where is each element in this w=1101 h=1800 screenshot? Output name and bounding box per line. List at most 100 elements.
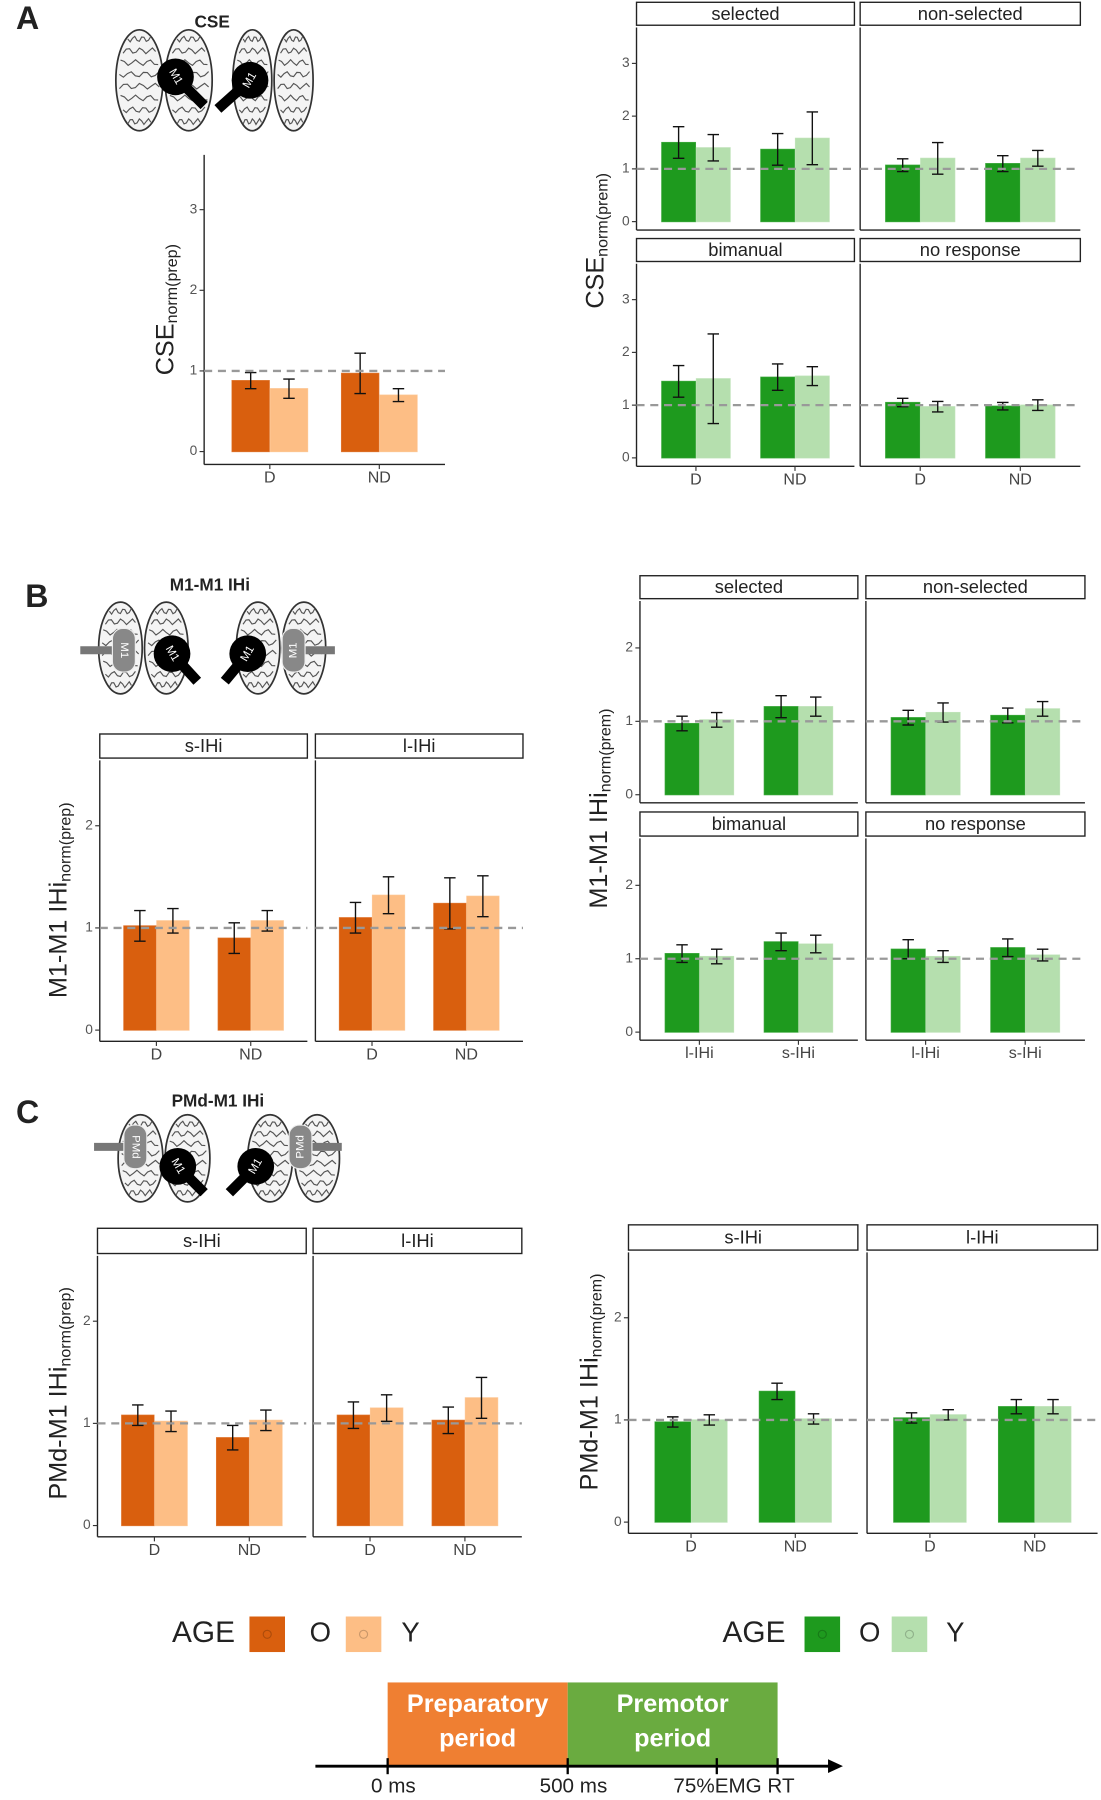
legend-key-dot: [262, 1629, 272, 1639]
facet-title: s-IHi: [183, 1230, 221, 1251]
bar: [699, 719, 735, 796]
bar: [379, 394, 418, 453]
coil: [159, 1148, 197, 1185]
legend-label: O: [310, 1617, 331, 1648]
error-bar: [810, 696, 822, 717]
y-tick-label: 1: [614, 1412, 622, 1427]
legend-key: [249, 1616, 286, 1653]
timeline-period-label: period: [634, 1724, 711, 1752]
bar: [929, 1414, 967, 1523]
side-coil-label: M1: [288, 642, 300, 658]
y-tick-label: 2: [614, 1309, 622, 1324]
bar: [154, 1420, 188, 1527]
x-tick-label: D: [914, 470, 926, 488]
error-bar: [1010, 1398, 1023, 1415]
x-tick-label: s-IHi: [1009, 1044, 1042, 1062]
y-tick-label: 1: [622, 397, 630, 412]
facet-title: bimanual: [708, 239, 782, 260]
coil: [237, 1148, 275, 1185]
gyrus: [172, 106, 206, 114]
error-bar: [380, 1394, 393, 1423]
panel-letter: A: [16, 0, 39, 36]
error-bar: [475, 1376, 488, 1419]
y-axis-label-main: PMd-M1 IHi: [44, 1367, 72, 1500]
x-tick-label: D: [364, 1541, 376, 1559]
gyrus: [169, 1139, 206, 1148]
facet-title: l-IHi: [401, 1230, 434, 1251]
y-tick-label: 1: [83, 1415, 91, 1430]
coil: [231, 61, 269, 99]
x-tick-label: D: [685, 1537, 697, 1555]
x-tick-label: ND: [453, 1541, 476, 1559]
bar: [990, 947, 1026, 1033]
y-axis-label-main: M1-M1 IHi: [44, 882, 72, 998]
bar: [250, 920, 284, 1031]
error-bar: [354, 352, 366, 395]
error-bar: [477, 875, 489, 918]
error-bar: [902, 709, 914, 726]
gyrus: [119, 71, 160, 78]
facet-strip: [314, 733, 524, 759]
timeline-period: [567, 1682, 778, 1767]
bar: [249, 1419, 283, 1527]
error-bar: [672, 125, 685, 160]
gyrus: [280, 106, 308, 114]
gyrus: [305, 1120, 330, 1128]
hemisphere: [114, 28, 164, 132]
gyrus: [277, 82, 310, 90]
bar: [123, 925, 157, 1031]
gyrus: [171, 1130, 204, 1138]
facet-title: bimanual: [712, 813, 786, 834]
y-axis-label: CSEnorm(prep): [151, 244, 181, 375]
error-bar: [806, 111, 819, 166]
gyrus: [148, 628, 184, 636]
coil: [153, 635, 191, 673]
facet-title: no response: [925, 813, 1026, 834]
bar: [925, 711, 961, 796]
bar: [763, 941, 799, 1033]
y-axis-label-main: PMd-M1 IHi: [575, 1357, 603, 1490]
bar: [1025, 708, 1061, 796]
x-tick-label: ND: [1009, 470, 1032, 488]
error-bar: [703, 1414, 716, 1426]
timeline-period-label: Preparatory: [407, 1690, 549, 1718]
gyrus: [176, 35, 201, 43]
error-bar: [1032, 149, 1044, 167]
facet-strip: [865, 811, 1086, 837]
timeline-arrow: [828, 1759, 843, 1774]
facet-title: l-IHi: [403, 735, 436, 756]
error-bar: [905, 1412, 918, 1424]
y-tick-label: 3: [622, 55, 630, 70]
panel-letter: B: [25, 578, 48, 614]
error-bar: [226, 1424, 239, 1451]
gyrus: [175, 1188, 200, 1197]
y-tick-label: 2: [622, 344, 630, 359]
side-coil: [288, 1124, 313, 1170]
side-coil: [111, 627, 136, 673]
facet-title: s-IHi: [185, 735, 223, 756]
facet-strip: [635, 237, 856, 263]
y-tick-label: 1: [625, 713, 633, 728]
panel-title: PMd-M1 IHi: [172, 1091, 265, 1111]
error-bar: [283, 378, 295, 400]
gyrus: [240, 628, 276, 636]
gyrus: [242, 117, 263, 126]
x-tick-label: l-IHi: [911, 1044, 940, 1062]
gyrus: [238, 47, 266, 55]
gyrus: [150, 618, 182, 626]
y-axis-label-sub: norm(prep): [57, 802, 75, 881]
facet-title: no response: [920, 239, 1021, 260]
y-tick-label: 0: [622, 450, 630, 465]
y-axis-label-sub: norm(prem): [597, 708, 615, 792]
timeline-period: [387, 1682, 568, 1767]
gyrus: [254, 1130, 287, 1138]
legend-key-dot: [817, 1629, 827, 1639]
facet-title: selected: [711, 3, 779, 24]
gyrus: [278, 94, 309, 102]
facet-strip: [96, 1227, 307, 1255]
legend-title: AGE: [172, 1616, 235, 1649]
bar: [893, 1417, 930, 1523]
error-bar: [260, 1409, 272, 1432]
x-tick-label: s-IHi: [782, 1044, 815, 1062]
